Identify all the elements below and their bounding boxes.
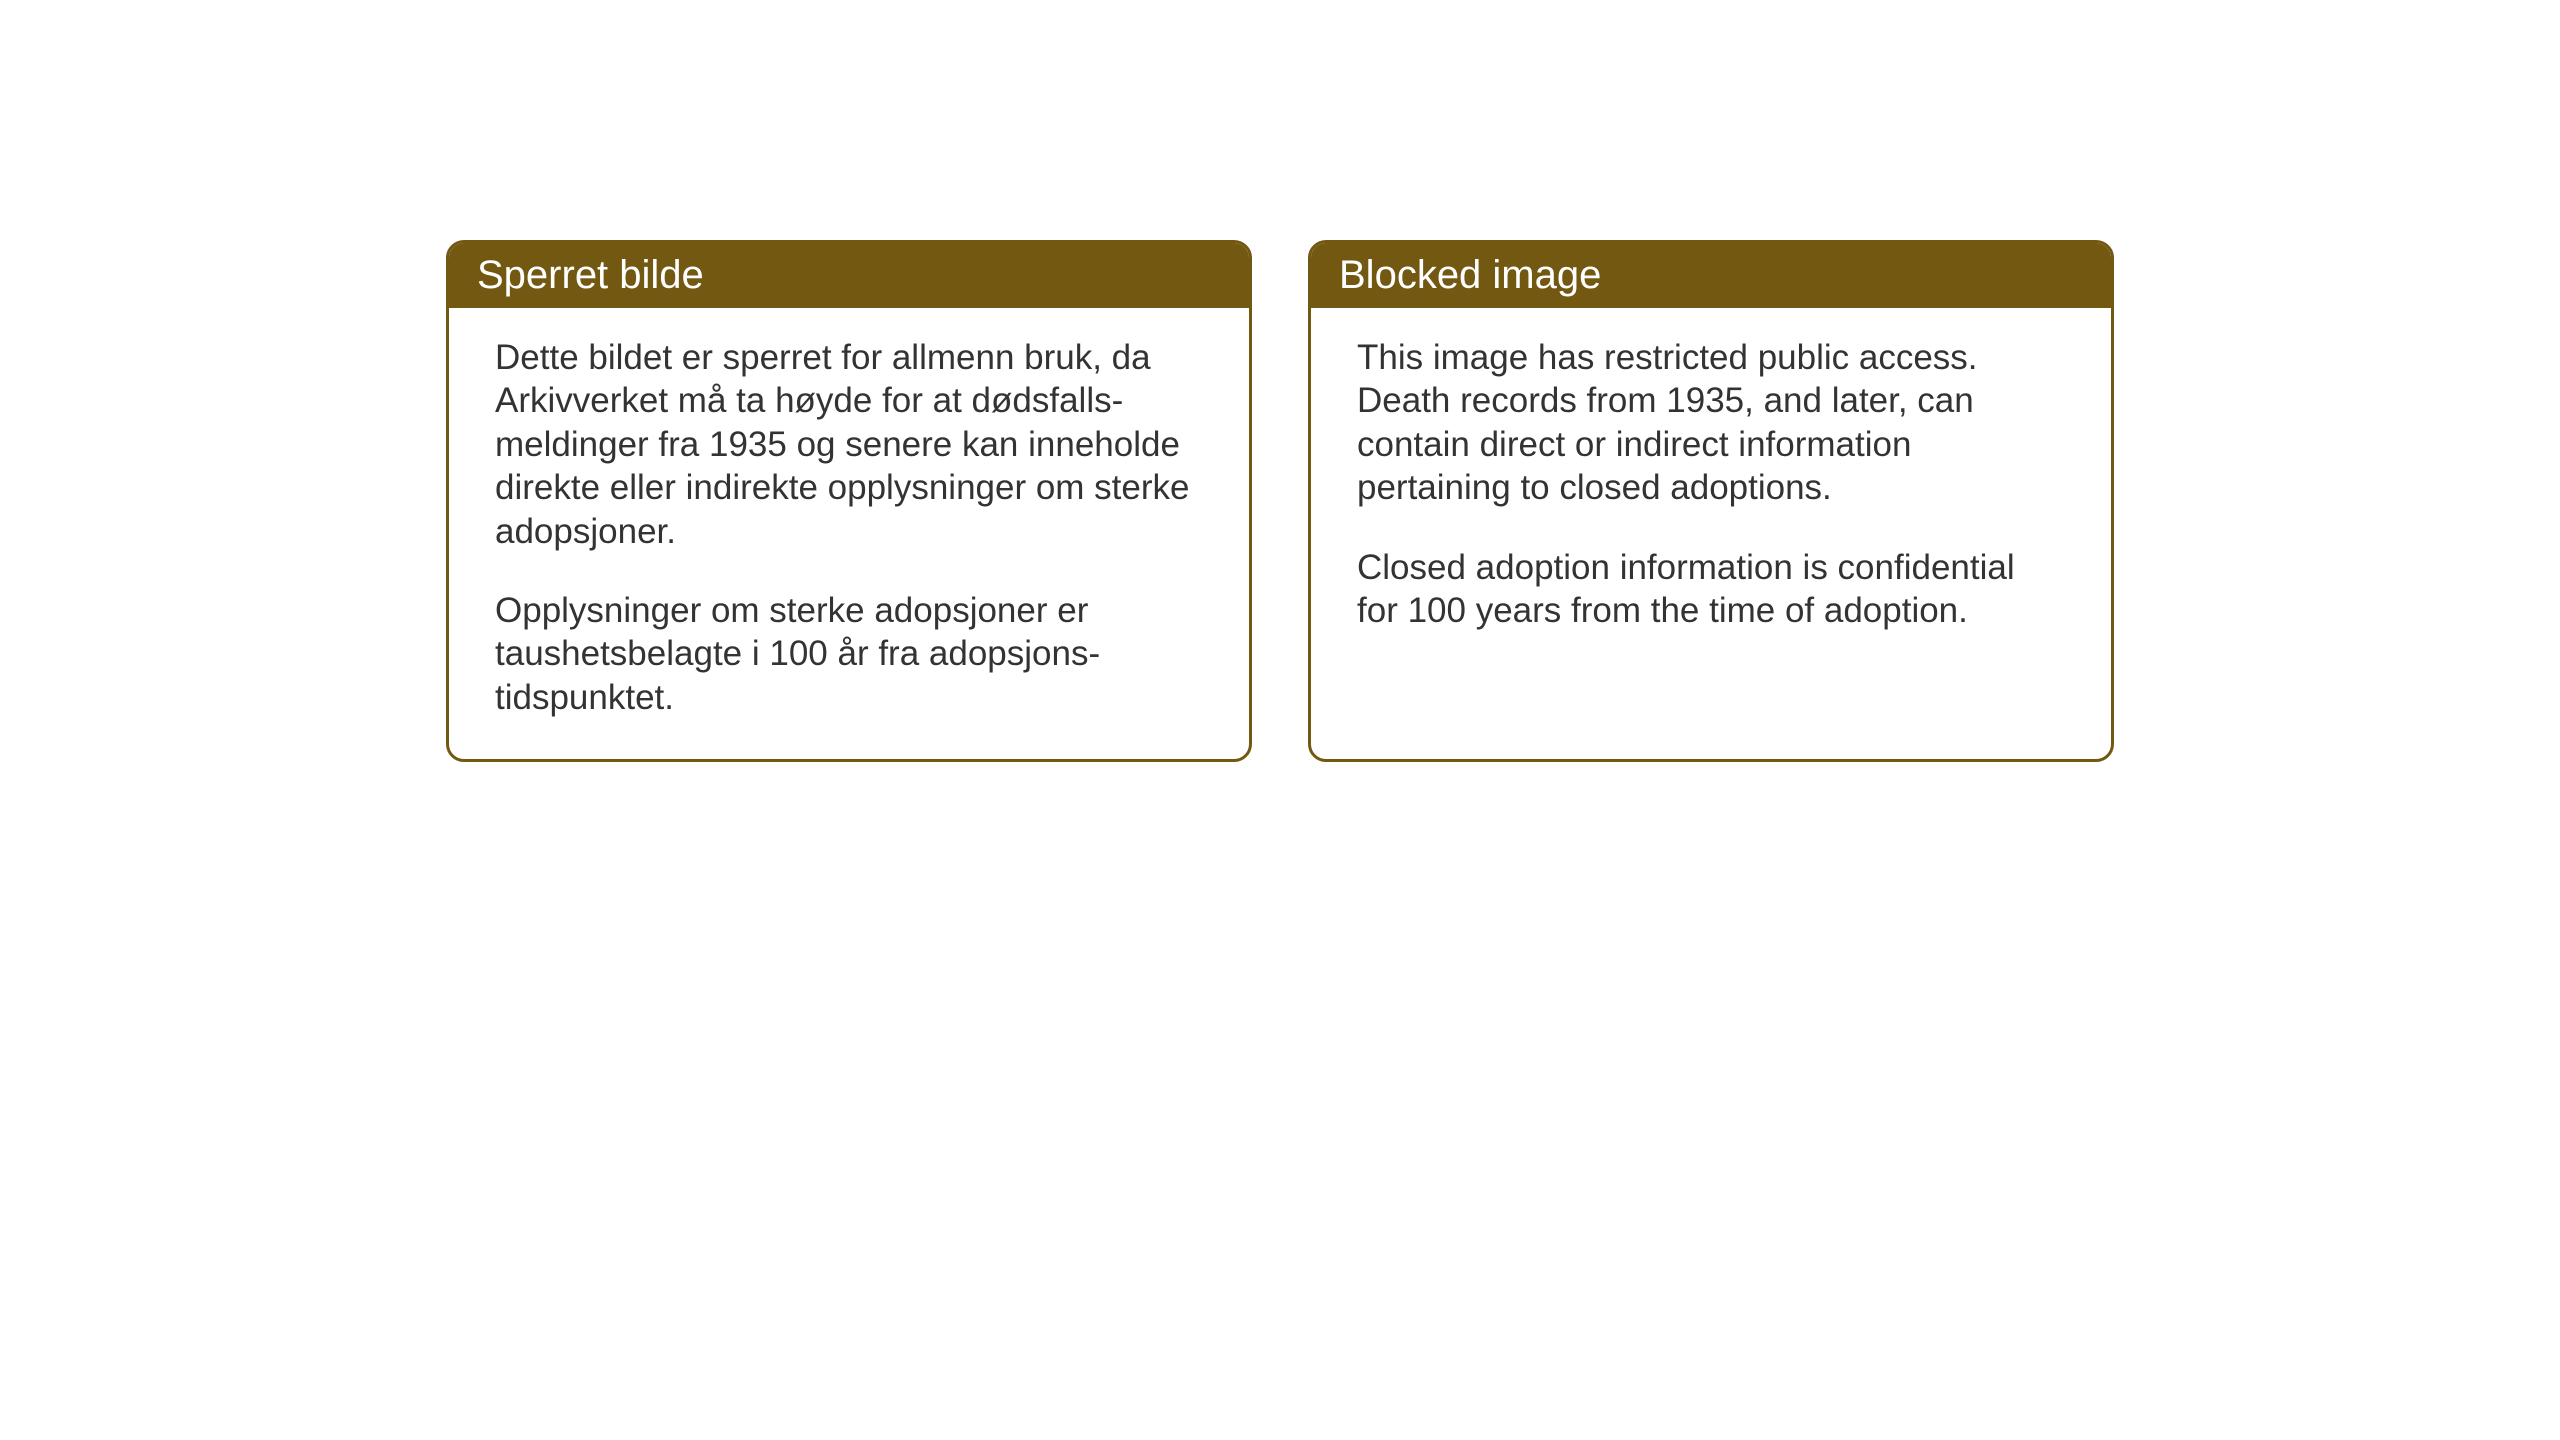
notice-cards-container: Sperret bilde Dette bildet er sperret fo…	[446, 240, 2114, 762]
english-card-body: This image has restricted public access.…	[1311, 308, 2111, 759]
english-card-title: Blocked image	[1311, 243, 2111, 308]
english-notice-card: Blocked image This image has restricted …	[1308, 240, 2114, 762]
norwegian-paragraph-2: Opplysninger om sterke adopsjoner er tau…	[495, 589, 1203, 719]
norwegian-notice-card: Sperret bilde Dette bildet er sperret fo…	[446, 240, 1252, 762]
norwegian-paragraph-1: Dette bildet er sperret for allmenn bruk…	[495, 336, 1203, 553]
norwegian-card-title: Sperret bilde	[449, 243, 1249, 308]
english-paragraph-1: This image has restricted public access.…	[1357, 336, 2065, 510]
english-paragraph-2: Closed adoption information is confident…	[1357, 546, 2065, 633]
norwegian-card-body: Dette bildet er sperret for allmenn bruk…	[449, 308, 1249, 759]
